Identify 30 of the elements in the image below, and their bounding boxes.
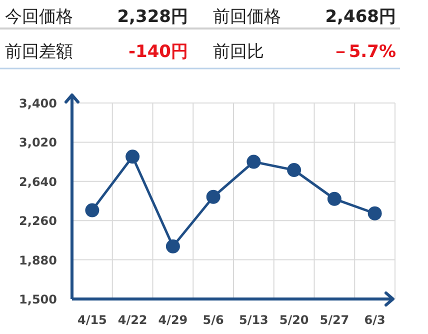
- x-tick-label: 4/29: [158, 313, 188, 327]
- y-tick-label: 2,640: [19, 174, 57, 189]
- text: 前回差額: [5, 42, 73, 62]
- point: [126, 150, 140, 164]
- point: [287, 163, 302, 178]
- text: 2,328円: [117, 7, 188, 27]
- x-tick-label: 5/20: [279, 313, 309, 327]
- text: -140円: [128, 42, 188, 62]
- text: －5.7%: [332, 42, 396, 62]
- text: 前回価格: [213, 7, 281, 27]
- y-tick-label: 1,880: [19, 253, 57, 268]
- point: [85, 203, 100, 218]
- x-tick-label: 5/6: [202, 313, 224, 327]
- y-tick-label: 2,260: [19, 214, 57, 228]
- y-tick-label: 3,020: [19, 136, 57, 150]
- point: [206, 190, 220, 204]
- x-tick-label: 5/13: [238, 313, 268, 327]
- point: [166, 239, 180, 254]
- y-tick-label: 3,400: [19, 96, 57, 110]
- x-tick-label: 6/3: [364, 313, 386, 327]
- x-tick-label: 4/15: [77, 313, 107, 327]
- x-tick-label: 4/22: [118, 313, 148, 327]
- text: 前回比: [213, 42, 264, 62]
- point: [327, 192, 342, 206]
- point: [246, 154, 261, 169]
- point: [368, 206, 382, 220]
- x-tick-label: 5/27: [320, 313, 350, 327]
- text: 今回価格: [5, 7, 73, 27]
- y-tick-label: 1,500: [19, 292, 57, 306]
- text: 2,468円: [325, 7, 396, 27]
